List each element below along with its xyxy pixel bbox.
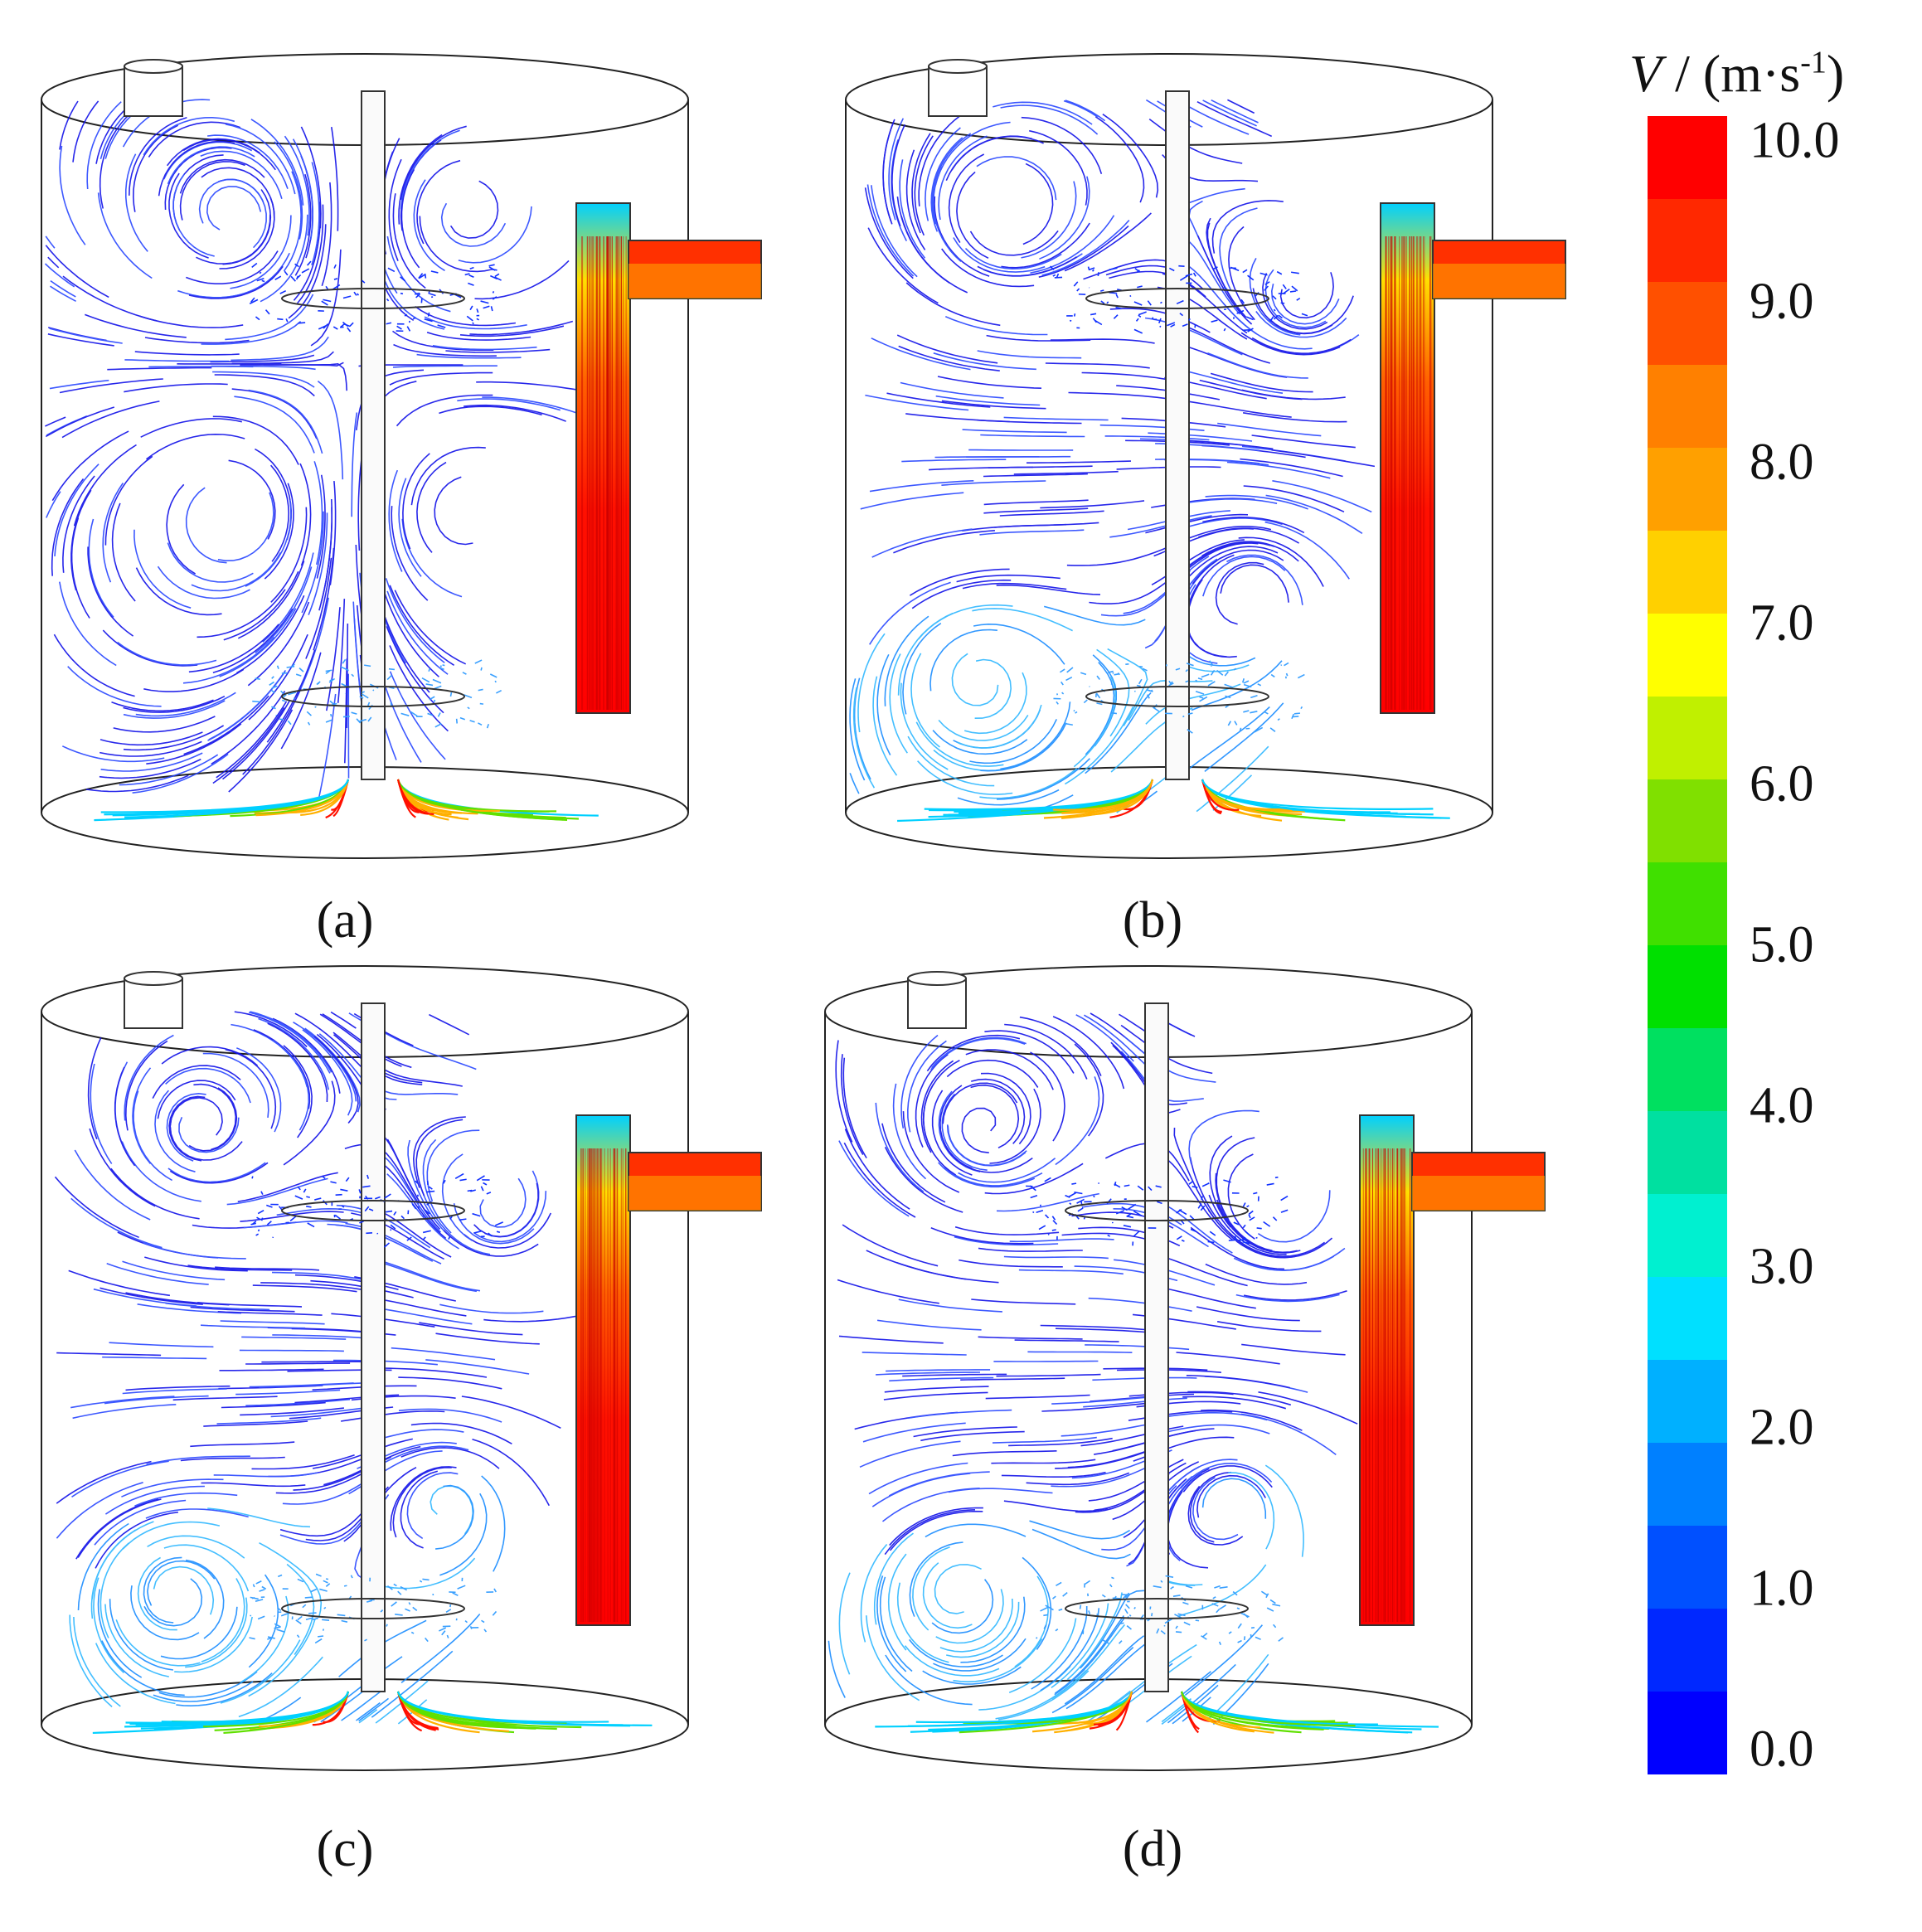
outlet-pipe xyxy=(575,1114,762,1626)
inlet-nozzle xyxy=(928,59,988,117)
legend-unit-prefix: / (m·s xyxy=(1662,44,1801,103)
colorbar-segment xyxy=(1648,1277,1727,1361)
colorbar-segment xyxy=(1648,116,1727,200)
colorbar-segment xyxy=(1648,1028,1727,1112)
caption-b: (b) xyxy=(1122,892,1183,949)
colorbar-segment xyxy=(1648,1526,1727,1609)
outlet-pipe xyxy=(1380,202,1566,714)
impeller xyxy=(249,1172,504,1644)
tank-flow-field-d xyxy=(824,965,1546,1771)
colorbar-segment xyxy=(1648,1443,1727,1527)
colorbar-segment xyxy=(1648,779,1727,863)
caption-d: (d) xyxy=(1122,1821,1183,1877)
tank-flow-field-b xyxy=(845,53,1566,859)
colorbar-segment xyxy=(1648,448,1727,532)
colorbar-segment xyxy=(1648,199,1727,283)
colorbar-segment xyxy=(1648,862,1727,946)
colorbar-segment xyxy=(1648,1194,1727,1278)
outlet-pipe xyxy=(575,202,762,714)
impeller xyxy=(1050,265,1308,734)
streamlines xyxy=(828,1011,1358,1726)
inlet-nozzle xyxy=(124,59,183,117)
panel-b xyxy=(837,50,1567,887)
inlet-nozzle xyxy=(907,971,967,1029)
colorbar-tick-label: 7.0 xyxy=(1750,595,1814,652)
tank-flow-field-a xyxy=(41,53,762,859)
legend-unit-exponent: -1 xyxy=(1800,45,1827,80)
colorbar-segment xyxy=(1648,697,1727,780)
impeller xyxy=(1026,1176,1289,1645)
streamlines xyxy=(849,99,1376,813)
colorbar-segment xyxy=(1648,1111,1727,1195)
colorbar-tick-label: 9.0 xyxy=(1750,273,1814,330)
caption-a: (a) xyxy=(316,892,374,949)
tank-flow-field-c xyxy=(41,965,762,1771)
colorbar-segment xyxy=(1648,1609,1727,1692)
streamlines xyxy=(44,99,585,798)
panel-c xyxy=(33,962,763,1799)
legend-title: V / (m·s-1) xyxy=(1629,43,1844,104)
impeller xyxy=(249,260,502,729)
agitator-shaft xyxy=(1144,1002,1169,1692)
agitator-shaft xyxy=(1165,90,1190,780)
colorbar-tick-label: 6.0 xyxy=(1750,755,1814,813)
colorbar-segment xyxy=(1648,945,1727,1029)
tank-outline xyxy=(845,53,1493,859)
colorbar-tick-label: 0.0 xyxy=(1750,1721,1814,1778)
bottom-jets xyxy=(875,1691,1439,1734)
colorbar-segment xyxy=(1648,1692,1727,1774)
bottom-jets xyxy=(94,779,599,822)
colorbar-tick-label: 3.0 xyxy=(1750,1238,1814,1295)
outlet-pipe xyxy=(1359,1114,1546,1626)
colorbar-tick-label: 1.0 xyxy=(1750,1560,1814,1617)
colorbar-segment xyxy=(1648,365,1727,449)
velocity-colorbar xyxy=(1648,116,1727,1774)
caption-c: (c) xyxy=(316,1821,374,1877)
bottom-jets xyxy=(897,779,1450,823)
colorbar-segment xyxy=(1648,282,1727,366)
colorbar-tick-label: 2.0 xyxy=(1750,1399,1814,1456)
colorbar-segment xyxy=(1648,1360,1727,1444)
streamlines xyxy=(54,1011,588,1725)
agitator-shaft xyxy=(361,90,386,780)
colorbar-tick-label: 10.0 xyxy=(1750,112,1840,169)
colorbar-segment xyxy=(1648,531,1727,614)
legend-variable: V xyxy=(1629,44,1662,103)
colorbar-tick-label: 8.0 xyxy=(1750,434,1814,491)
inlet-nozzle xyxy=(124,971,183,1029)
colorbar-segment xyxy=(1648,614,1727,697)
panel-d xyxy=(817,962,1546,1799)
legend-unit-suffix: ) xyxy=(1826,44,1845,103)
colorbar-tick-label: 4.0 xyxy=(1750,1077,1814,1134)
bottom-jets xyxy=(92,1691,653,1735)
panel-a xyxy=(33,50,763,887)
agitator-shaft xyxy=(361,1002,386,1692)
colorbar-tick-label: 5.0 xyxy=(1750,916,1814,973)
